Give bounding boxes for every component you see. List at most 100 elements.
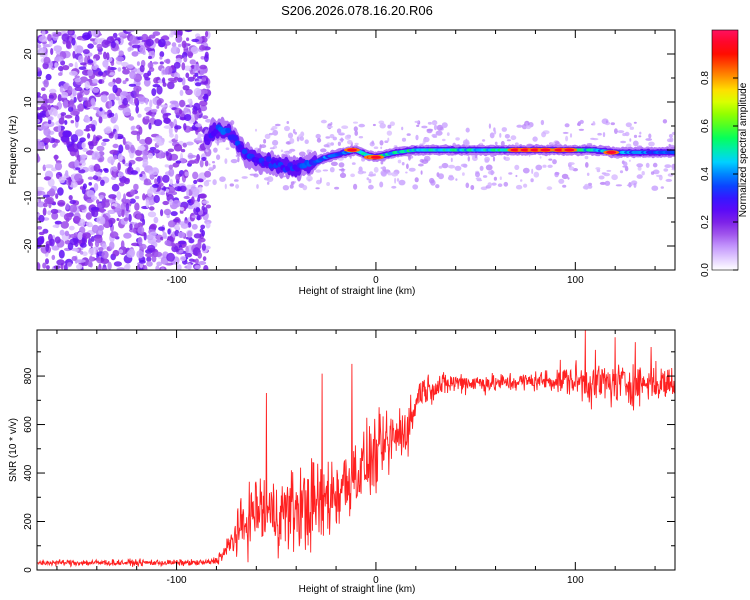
ridge-hotspot-core <box>606 150 617 154</box>
background-speckle <box>320 119 327 124</box>
noise-speckle <box>77 55 84 63</box>
background-speckle <box>229 183 234 187</box>
noise-speckle <box>87 69 94 77</box>
noise-speckle <box>122 69 130 75</box>
noise-speckle <box>167 81 175 90</box>
noise-speckle <box>199 159 204 168</box>
background-speckle <box>427 121 432 125</box>
noise-speckle <box>177 187 182 192</box>
noise-speckle <box>64 120 68 125</box>
noise-speckle <box>165 58 171 64</box>
noise-speckle <box>147 188 153 197</box>
noise-speckle <box>158 226 165 231</box>
noise-speckle <box>48 94 55 100</box>
noise-speckle <box>113 154 118 160</box>
noise-speckle <box>175 160 182 164</box>
noise-speckle <box>137 113 142 118</box>
noise-speckle <box>162 174 170 183</box>
noise-speckle <box>69 98 74 108</box>
noise-speckle <box>135 156 143 162</box>
background-speckle <box>315 133 321 139</box>
noise-speckle <box>123 217 129 222</box>
background-speckle <box>568 166 575 171</box>
noise-speckle <box>143 78 151 87</box>
noise-speckle <box>74 129 84 137</box>
noise-speckle <box>145 111 153 116</box>
background-speckle <box>373 146 379 149</box>
noise-speckle <box>168 126 173 136</box>
background-speckle <box>433 124 438 131</box>
noise-speckle <box>137 226 145 234</box>
background-speckle <box>338 162 345 168</box>
noise-speckle <box>125 202 130 212</box>
noise-speckle <box>197 240 202 249</box>
noise-speckle <box>41 87 46 91</box>
noise-speckle <box>162 200 169 206</box>
noise-speckle <box>134 223 140 229</box>
noise-speckle <box>177 77 183 83</box>
background-speckle <box>358 123 366 128</box>
noise-speckle <box>184 171 189 177</box>
background-speckle <box>320 148 327 153</box>
noise-speckle <box>96 199 100 205</box>
noise-speckle <box>183 123 187 131</box>
background-speckle <box>645 138 653 141</box>
background-speckle <box>326 125 334 129</box>
ridge-hotspot-core <box>540 148 551 152</box>
noise-speckle <box>196 178 204 183</box>
noise-speckle <box>87 133 91 139</box>
background-speckle <box>535 164 543 171</box>
noise-speckle <box>94 240 100 248</box>
noise-speckle <box>151 167 160 176</box>
noise-speckle <box>74 78 81 83</box>
background-speckle <box>339 172 347 178</box>
noise-speckle <box>162 77 166 84</box>
background-speckle <box>668 143 671 148</box>
noise-speckle <box>43 202 48 208</box>
noise-speckle <box>166 252 176 262</box>
noise-speckle <box>47 33 52 42</box>
noise-speckle <box>154 251 163 257</box>
noise-speckle <box>137 95 146 102</box>
noise-speckle <box>80 62 87 66</box>
noise-speckle <box>150 108 158 113</box>
noise-speckle <box>128 162 132 169</box>
noise-speckle <box>172 183 179 187</box>
noise-speckle <box>182 85 190 91</box>
noise-speckle <box>139 44 146 54</box>
noise-speckle <box>47 210 52 216</box>
noise-speckle <box>90 236 95 242</box>
spectrogram-cells <box>37 30 675 270</box>
noise-speckle <box>37 226 43 230</box>
noise-speckle <box>152 61 159 65</box>
noise-speckle <box>37 119 41 123</box>
noise-speckle <box>68 63 74 67</box>
noise-speckle <box>108 81 116 87</box>
ridge-hotspot-core <box>510 148 521 152</box>
background-speckle <box>216 140 220 146</box>
noise-speckle <box>148 122 152 130</box>
noise-speckle <box>138 267 144 270</box>
noise-speckle <box>199 100 208 107</box>
noise-speckle <box>79 97 88 101</box>
noise-speckle <box>194 82 202 87</box>
noise-speckle <box>137 145 146 151</box>
noise-speckle <box>194 63 200 72</box>
noise-speckle <box>108 209 114 214</box>
noise-speckle <box>51 254 56 260</box>
background-speckle <box>506 139 511 142</box>
colorbar-tick-label: 0.2 <box>700 215 711 229</box>
background-speckle <box>205 179 212 182</box>
noise-speckle <box>131 51 139 57</box>
noise-speckle <box>87 59 94 64</box>
noise-speckle <box>201 205 205 211</box>
noise-speckle <box>151 88 157 97</box>
noise-speckle <box>100 179 105 186</box>
colorbar-tick-label: 0.0 <box>700 263 711 277</box>
noise-speckle <box>187 205 194 210</box>
background-speckle <box>515 174 518 178</box>
noise-speckle <box>122 159 126 165</box>
background-speckle <box>531 168 534 174</box>
noise-speckle <box>123 177 130 185</box>
